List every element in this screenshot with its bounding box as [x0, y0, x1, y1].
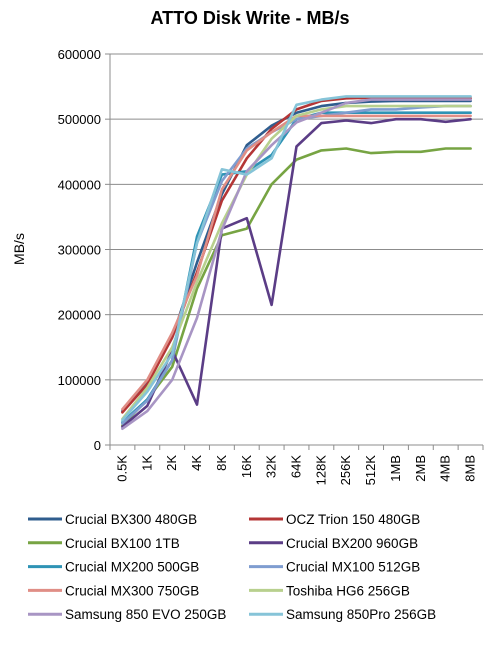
y-tick-label: 500000	[58, 112, 101, 127]
legend-item: Samsung 850Pro 256GB	[249, 607, 436, 622]
legend-label: Crucial MX200 500GB	[65, 560, 199, 575]
x-tick-label: 64K	[289, 455, 304, 478]
x-tick-label: 8MB	[463, 455, 478, 482]
y-tick-label: 0	[94, 438, 101, 453]
legend-item: Crucial BX100 1TB	[28, 536, 180, 551]
series-line	[121, 117, 472, 429]
y-axis-label: MB/s	[11, 233, 27, 265]
legend-label: Crucial MX300 750GB	[65, 583, 199, 598]
series-line	[121, 98, 472, 431]
series-line	[121, 147, 472, 427]
x-tick-label: 0.5K	[114, 455, 129, 482]
legend-label: Samsung 850 EVO 250GB	[65, 607, 226, 622]
axes	[109, 54, 483, 446]
series-line	[121, 104, 472, 421]
y-tick-label: 400000	[58, 177, 101, 192]
legend-label: Crucial MX100 512GB	[286, 560, 420, 575]
x-tick-label: 4K	[189, 455, 204, 471]
x-tick-label: 1K	[139, 455, 154, 471]
legend-item: OCZ Trion 150 480GB	[249, 512, 420, 527]
y-tick-label: 300000	[58, 243, 101, 258]
legend-item: Crucial MX100 512GB	[249, 560, 420, 575]
legend-item: Crucial MX200 500GB	[28, 560, 199, 575]
x-axis-ticks: 0.5K 1K 2K 4K 8K 16K 32K 64K 128K 256K 512K 1MB 2MB 4…	[109, 445, 484, 486]
legend-label: Samsung 850Pro 256GB	[286, 607, 436, 622]
series-line	[121, 95, 472, 422]
x-tick-label: 1MB	[388, 455, 403, 482]
x-tick-label: 2MB	[413, 455, 428, 482]
x-tick-label: 512K	[363, 455, 378, 486]
legend-label: Crucial BX300 480GB	[65, 512, 197, 527]
x-tick-label: 256K	[338, 455, 353, 486]
legend-item: Samsung 850 EVO 250GB	[28, 607, 226, 622]
y-tick-label: 200000	[58, 308, 101, 323]
gridlines	[110, 53, 483, 381]
x-tick-label: 16K	[239, 455, 254, 478]
legend-label: OCZ Trion 150 480GB	[286, 512, 420, 527]
y-axis-ticks: 0 100000 200000 300000 400000 500000 600000	[58, 47, 110, 453]
x-tick-label: 32K	[264, 455, 279, 478]
legend-item: Crucial BX300 480GB	[28, 512, 197, 527]
x-tick-label: 4MB	[438, 455, 453, 482]
legend-label: Toshiba HG6 256GB	[286, 583, 410, 598]
legend-item: Crucial MX300 750GB	[28, 583, 199, 598]
series-lines	[121, 95, 472, 431]
y-tick-label: 600000	[58, 47, 101, 62]
legend-label: Crucial BX200 960GB	[286, 536, 418, 551]
x-tick-label: 2K	[164, 455, 179, 471]
legend-label: Crucial BX100 1TB	[65, 536, 180, 551]
chart-title: ATTO Disk Write - MB/s	[150, 8, 349, 28]
x-tick-label: 8K	[214, 455, 229, 471]
x-tick-label: 128K	[313, 455, 328, 486]
legend-item: Crucial BX200 960GB	[249, 536, 418, 551]
legend: Crucial BX300 480GB OCZ Trion 150 480GB Cr…	[28, 512, 436, 622]
y-tick-label: 100000	[58, 373, 101, 388]
legend-item: Toshiba HG6 256GB	[249, 583, 410, 598]
